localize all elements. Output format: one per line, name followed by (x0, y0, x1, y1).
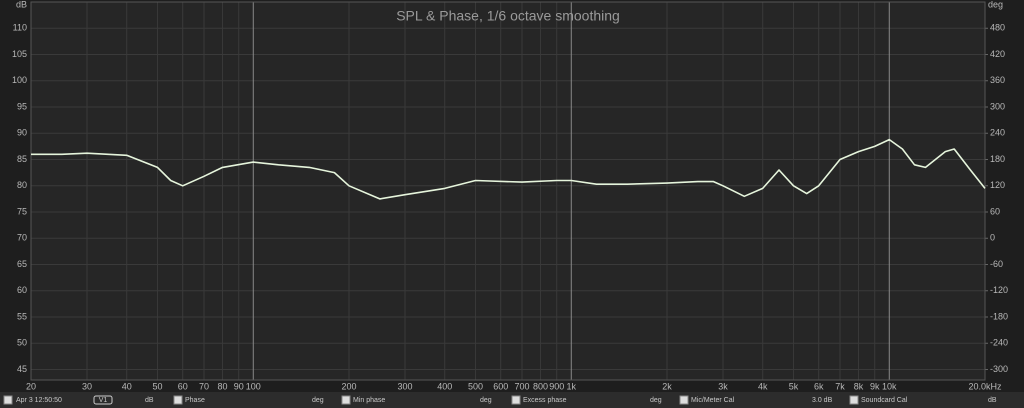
x-tick-label: 8k (854, 381, 864, 391)
x-tick-label: 6k (814, 381, 824, 391)
x-tick-label: 30 (82, 381, 92, 391)
checkbox[interactable] (849, 395, 859, 405)
y-tick-label: 75 (17, 206, 27, 216)
x-tick-label: 900 (549, 381, 564, 391)
y-tick-label: 105 (12, 49, 27, 59)
x-tick-label: 20.0kHz (968, 381, 1002, 391)
legend-label: Mic/Meter Cal (691, 397, 735, 404)
plot-border (30, 1, 986, 381)
y-unit: dB (16, 0, 27, 9)
x-tick-label: 3k (718, 381, 728, 391)
x-tick-label: 50 (153, 381, 163, 391)
x-tick-label: 100 (246, 381, 261, 391)
x-tick-label: 4k (758, 381, 768, 391)
checkbox[interactable] (173, 395, 183, 405)
x-tick-label: 1k (567, 381, 577, 391)
y2-tick-label: 180 (990, 154, 1005, 164)
y-tick-label: 100 (12, 75, 27, 85)
checkbox (3, 395, 13, 405)
y-tick-label: 45 (17, 364, 27, 374)
x-tick-label: 60 (178, 381, 188, 391)
x-tick-label: 700 (514, 381, 529, 391)
series-line (31, 138, 986, 200)
y2-tick-label: -180 (990, 311, 1008, 321)
legend-unit: deg (480, 397, 492, 404)
legend-label: Phase (185, 397, 205, 404)
y2-tick-label: 0 (990, 233, 995, 243)
y2-tick-label: 480 (990, 23, 1005, 33)
x-tick-label: 200 (341, 381, 356, 391)
y2-tick-label: -240 (990, 338, 1008, 348)
legend-unit: 3.0 dB (812, 397, 833, 404)
checkbox[interactable] (679, 395, 689, 405)
checkbox[interactable] (511, 395, 521, 405)
x-tick-label: 400 (437, 381, 452, 391)
tag: V1 (99, 397, 108, 404)
y-tick-label: 55 (17, 311, 27, 321)
x-tick-label: 800 (533, 381, 548, 391)
y2-tick-label: 300 (990, 101, 1005, 111)
x-tick-label: 500 (468, 381, 483, 391)
y2-tick-label: 120 (990, 180, 1005, 190)
y-tick-label: 95 (17, 101, 27, 111)
legend-label: Apr 3 12:50:50 (16, 397, 62, 404)
plot-area (31, 2, 985, 380)
y2-unit: deg (988, 0, 1003, 9)
y-tick-label: 65 (17, 259, 27, 269)
x-tick-label: 600 (493, 381, 508, 391)
legend-label: Soundcard Cal (861, 397, 908, 404)
y2-tick-label: 360 (990, 75, 1005, 85)
tag-box (93, 395, 113, 405)
x-tick-label: 70 (199, 381, 209, 391)
checkbox[interactable] (341, 395, 351, 405)
y-tick-label: 70 (17, 233, 27, 243)
legend-label: Min phase (353, 397, 385, 404)
y2-tick-label: 420 (990, 49, 1005, 59)
x-tick-label: 20 (26, 381, 36, 391)
legend-unit: deg (312, 397, 324, 404)
legend-unit: dB (988, 397, 997, 404)
x-tick-label: 5k (789, 381, 799, 391)
x-tick-label: 90 (234, 381, 244, 391)
y2-tick-label: 240 (990, 128, 1005, 138)
chart-title: SPL & Phase, 1/6 octave smoothing (396, 8, 620, 24)
y2-tick-label: 60 (990, 206, 1000, 216)
legend-label: Excess phase (523, 397, 567, 404)
legend-unit: dB (145, 397, 154, 404)
x-tick-label: 9k (870, 381, 880, 391)
y-tick-label: 90 (17, 128, 27, 138)
y-tick-label: 85 (17, 154, 27, 164)
x-tick-label: 40 (122, 381, 132, 391)
y-tick-label: 60 (17, 285, 27, 295)
x-tick-label: 80 (217, 381, 227, 391)
y2-tick-label: -120 (990, 285, 1008, 295)
y2-tick-label: -300 (990, 364, 1008, 374)
y-tick-label: 110 (13, 23, 27, 33)
x-tick-label: 10k (882, 381, 897, 391)
legend-unit: deg (650, 397, 662, 404)
x-tick-label: 300 (397, 381, 412, 391)
x-tick-label: 2k (662, 381, 672, 391)
y2-tick-label: -60 (990, 259, 1003, 269)
x-tick-label: 7k (835, 381, 845, 391)
y-tick-label: 80 (17, 180, 27, 190)
y-tick-label: 50 (17, 338, 27, 348)
